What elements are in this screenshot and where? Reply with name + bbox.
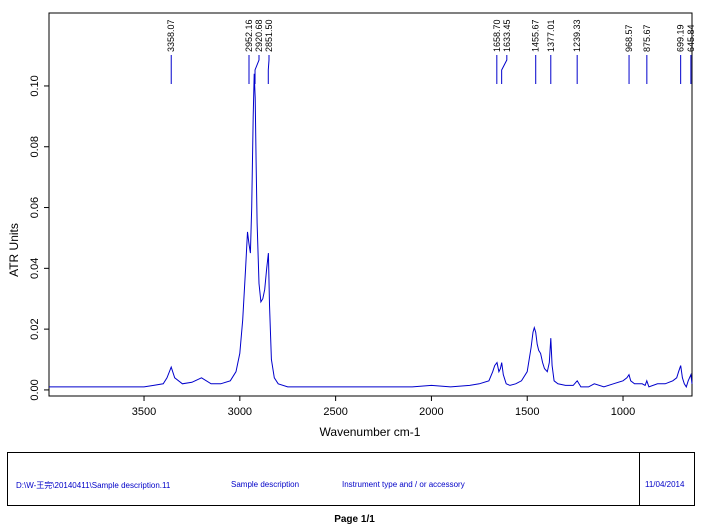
page-number-label: Page 1/1 xyxy=(334,514,375,525)
x-tick-label: 2000 xyxy=(419,406,443,418)
x-tick-label: 1000 xyxy=(611,406,635,418)
y-tick-label: 0.04 xyxy=(29,258,41,279)
peak-label: 2952.16 xyxy=(244,19,254,52)
peak-label: 1633.45 xyxy=(502,19,512,52)
y-tick-label: 0.02 xyxy=(29,318,41,339)
date-text: 11/04/2014 xyxy=(645,480,685,489)
peak-label: 699.19 xyxy=(676,24,686,52)
footer-divider xyxy=(639,453,640,505)
file-path-text: D:\W-王完\20140411\Sample description.11 xyxy=(16,481,171,490)
plot-frame xyxy=(48,12,693,397)
instrument-text: Instrument type and / or accessory xyxy=(342,480,465,489)
y-tick-label: 0.10 xyxy=(29,75,41,96)
y-tick-label: 0.00 xyxy=(29,379,41,400)
x-tick-label: 2500 xyxy=(323,406,347,418)
peak-label-group: 3358.07 2952.16 2920.68 2851.50 1658.70 1633.… xyxy=(166,19,696,84)
x-tick-label: 3000 xyxy=(228,406,252,418)
peak-marker-line xyxy=(254,55,260,84)
peak-marker-line xyxy=(267,55,270,84)
x-axis-label: Wavenumber cm-1 xyxy=(320,425,421,439)
peak-label: 1455.67 xyxy=(531,19,541,52)
y-tick-label: 0.06 xyxy=(29,197,41,218)
peak-marker-line xyxy=(501,55,508,84)
x-tick-label: 3500 xyxy=(132,406,156,418)
spectrum-line xyxy=(49,73,693,389)
x-axis: 3500 3000 2500 2000 1500 1000 xyxy=(132,396,635,418)
spectrum-chart: 3358.07 2952.16 2920.68 2851.50 1658.70 1633.… xyxy=(7,12,696,439)
peak-label: 3358.07 xyxy=(166,19,176,52)
peak-label: 968.57 xyxy=(624,24,634,52)
x-tick-label: 1500 xyxy=(515,406,539,418)
sample-description-text: Sample description xyxy=(231,480,300,489)
peak-label: 645.84 xyxy=(686,24,696,52)
peak-label: 2851.50 xyxy=(264,19,274,52)
peak-label: 2920.68 xyxy=(254,19,264,52)
peak-label: 875.67 xyxy=(642,24,652,52)
peak-label: 1239.33 xyxy=(572,19,582,52)
y-tick-label: 0.08 xyxy=(29,136,41,157)
footer-info-box: D:\W-王完\20140411\Sample description.11 S… xyxy=(7,452,695,506)
peak-label: 1658.70 xyxy=(492,19,502,52)
y-axis: 0.00 0.02 0.04 0.06 0.08 0.10 xyxy=(29,75,49,401)
peak-label: 1377.01 xyxy=(546,19,556,52)
y-axis-label: ATR Units xyxy=(7,223,21,277)
